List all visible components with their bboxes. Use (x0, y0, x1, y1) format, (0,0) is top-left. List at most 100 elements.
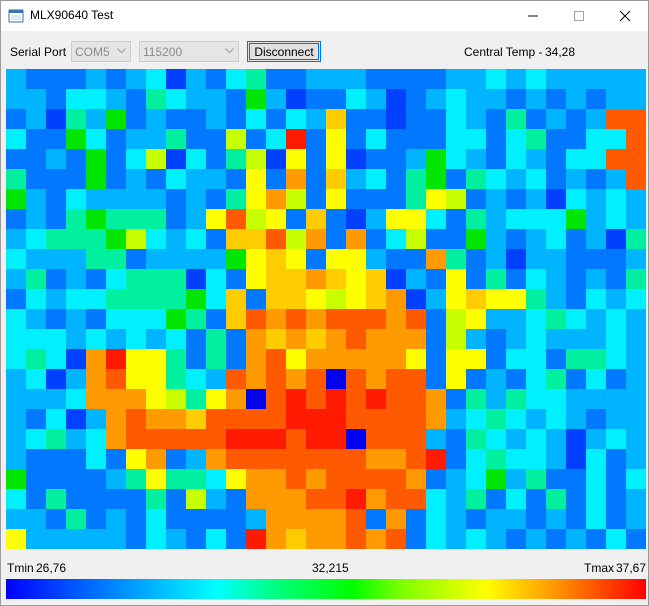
heatmap-cell (526, 109, 546, 129)
heatmap-cell (586, 169, 606, 189)
chevron-down-icon (225, 48, 234, 54)
heatmap-cell (146, 469, 166, 489)
heatmap-cell (626, 209, 646, 229)
thermal-heatmap (6, 69, 646, 549)
heatmap-cell (86, 429, 106, 449)
heatmap-cell (226, 309, 246, 329)
heatmap-cell (186, 329, 206, 349)
heatmap-cell (626, 529, 646, 549)
heatmap-cell (6, 429, 26, 449)
heatmap-cell (326, 109, 346, 129)
close-button[interactable] (602, 1, 648, 31)
heatmap-cell (146, 529, 166, 549)
heatmap-cell (166, 169, 186, 189)
heatmap-cell (66, 169, 86, 189)
heatmap-cell (106, 269, 126, 289)
heatmap-cell (186, 169, 206, 189)
heatmap-cell (366, 169, 386, 189)
heatmap-cell (526, 349, 546, 369)
heatmap-cell (46, 409, 66, 429)
heatmap-cell (306, 109, 326, 129)
heatmap-cell (66, 189, 86, 209)
heatmap-cell (186, 229, 206, 249)
minimize-icon (528, 15, 538, 17)
heatmap-cell (486, 269, 506, 289)
heatmap-cell (606, 129, 626, 149)
heatmap-cell (546, 409, 566, 429)
heatmap-cell (66, 289, 86, 309)
heatmap-cell (506, 209, 526, 229)
heatmap-cell (406, 249, 426, 269)
heatmap-cell (326, 169, 346, 189)
heatmap-cell (6, 349, 26, 369)
heatmap-cell (566, 169, 586, 189)
heatmap-cell (566, 469, 586, 489)
heatmap-cell (406, 229, 426, 249)
heatmap-cell (386, 189, 406, 209)
heatmap-cell (426, 309, 446, 329)
heatmap-cell (226, 489, 246, 509)
heatmap-cell (366, 109, 386, 129)
heatmap-cell (266, 69, 286, 89)
heatmap-cell (446, 249, 466, 269)
heatmap-cell (26, 209, 46, 229)
heatmap-cell (406, 309, 426, 329)
heatmap-cell (66, 89, 86, 109)
heatmap-cell (446, 229, 466, 249)
heatmap-cell (46, 89, 66, 109)
heatmap-cell (506, 89, 526, 109)
heatmap-cell (66, 69, 86, 89)
heatmap-cell (526, 369, 546, 389)
heatmap-cell (206, 249, 226, 269)
disconnect-button[interactable]: Disconnect (247, 41, 321, 62)
heatmap-cell (486, 349, 506, 369)
heatmap-cell (186, 309, 206, 329)
heatmap-cell (626, 269, 646, 289)
heatmap-cell (306, 129, 326, 149)
heatmap-cell (406, 489, 426, 509)
heatmap-cell (106, 369, 126, 389)
heatmap-cell (446, 389, 466, 409)
maximize-button[interactable] (556, 1, 602, 31)
heatmap-cell (106, 449, 126, 469)
port-select[interactable]: COM5 (71, 41, 131, 62)
heatmap-cell (186, 89, 206, 109)
heatmap-cell (286, 529, 306, 549)
port-select-value: COM5 (75, 45, 110, 59)
heatmap-cell (286, 269, 306, 289)
heatmap-cell (266, 109, 286, 129)
baud-select[interactable]: 115200 (139, 41, 239, 62)
heatmap-cell (606, 89, 626, 109)
heatmap-cell (246, 469, 266, 489)
heatmap-cell (186, 69, 206, 89)
heatmap-cell (186, 429, 206, 449)
heatmap-cell (586, 309, 606, 329)
heatmap-cell (406, 369, 426, 389)
title-bar[interactable]: MLX90640 Test (1, 1, 648, 31)
heatmap-cell (6, 209, 26, 229)
heatmap-cell (46, 449, 66, 469)
heatmap-cell (346, 109, 366, 129)
heatmap-cell (26, 169, 46, 189)
minimize-button[interactable] (510, 1, 556, 31)
heatmap-cell (366, 289, 386, 309)
heatmap-cell (406, 109, 426, 129)
heatmap-cell (426, 249, 446, 269)
heatmap-cell (566, 509, 586, 529)
heatmap-cell (346, 189, 366, 209)
heatmap-cell (166, 429, 186, 449)
heatmap-cell (306, 349, 326, 369)
heatmap-cell (226, 469, 246, 489)
heatmap-cell (566, 149, 586, 169)
heatmap-cell (306, 249, 326, 269)
heatmap-cell (506, 429, 526, 449)
heatmap-cell (46, 329, 66, 349)
heatmap-cell (126, 369, 146, 389)
heatmap-cell (526, 469, 546, 489)
heatmap-cell (506, 409, 526, 429)
heatmap-cell (146, 69, 166, 89)
heatmap-cell (206, 509, 226, 529)
heatmap-cell (546, 389, 566, 409)
heatmap-cell (146, 509, 166, 529)
